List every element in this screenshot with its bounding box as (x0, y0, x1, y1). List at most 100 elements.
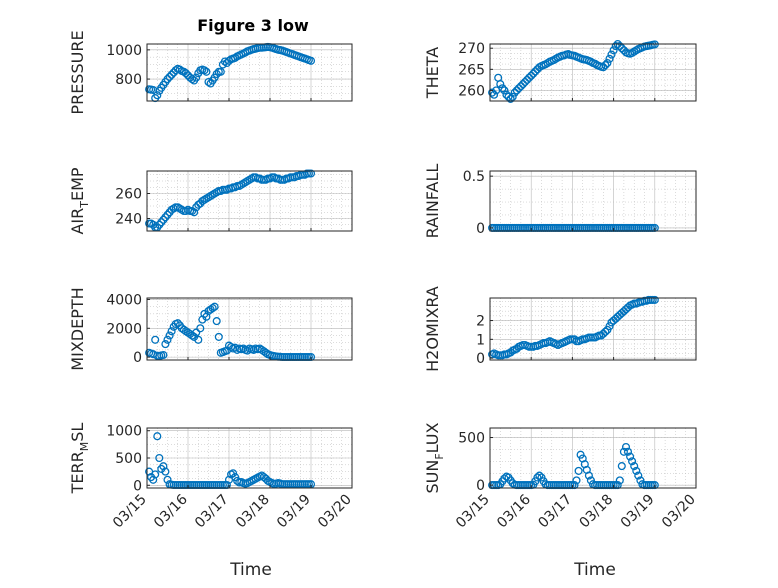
y-axis-label: H2OMIXRA (423, 286, 442, 372)
grid-lines (489, 428, 697, 488)
data-point (533, 473, 542, 482)
y-tick-label: 0 (476, 221, 485, 237)
x-tick-label: 03/19 (618, 492, 658, 532)
panel-air-temp: 240 260 AIRTEMP (68, 167, 353, 235)
x-tick-label: 03/18 (577, 492, 617, 532)
data-point (632, 466, 641, 475)
y-tick-label: 1 (476, 332, 485, 348)
label-part: EMP (68, 167, 87, 201)
data-point (488, 88, 497, 97)
data-point (208, 304, 217, 313)
x-tick-label: 03/16 (494, 491, 534, 531)
data-point (161, 467, 170, 476)
data-point (623, 447, 633, 456)
data-point (516, 82, 525, 91)
x-tick-label: 03/15 (453, 492, 493, 532)
data-point (512, 86, 521, 95)
data-point (212, 317, 221, 326)
y-axis-label: SUNFLUX (423, 422, 446, 493)
y-tick-label: 500 (458, 431, 485, 447)
axes-box (146, 170, 353, 232)
data-point (200, 195, 209, 204)
data-point (628, 457, 637, 466)
x-axis-label-left: Time (229, 560, 272, 580)
data-point (216, 67, 225, 76)
panel-terr-msl: 0 500 1000 03/15 03/16 03/17 03/18 03/19 03/20 TE… (68, 423, 355, 532)
x-tick-label: 03/20 (315, 492, 355, 532)
data-point (161, 213, 170, 222)
data-point (584, 471, 593, 480)
series-markers (145, 42, 316, 103)
y-axis-label: PRESSURE (68, 30, 87, 114)
series-markers (145, 169, 316, 232)
data-point (650, 295, 659, 304)
panel-mixdepth: 0 2000 4000 MIXDEPTH (68, 287, 353, 371)
x-tick-label: 03/20 (659, 492, 699, 532)
data-point (153, 432, 162, 441)
y-tick-label: 2000 (106, 321, 142, 337)
data-point (506, 94, 515, 103)
y-axis-label: THETA (423, 47, 442, 99)
x-tick-label: 03/19 (274, 492, 314, 532)
data-point (194, 335, 203, 344)
data-point (615, 42, 624, 51)
data-point (634, 471, 643, 480)
y-tick-label: 260 (115, 187, 142, 203)
data-point (192, 328, 201, 337)
data-point (603, 58, 612, 68)
x-tick-label: 03/18 (233, 492, 273, 532)
data-point (196, 324, 205, 333)
data-point (543, 58, 552, 68)
data-point (151, 470, 160, 479)
data-point (520, 77, 530, 87)
data-point (155, 453, 164, 463)
panel-sun-flux: 0 500 03/15 03/16 03/17 03/18 03/19 03/20 SUNFLU… (423, 422, 699, 531)
y-tick-label: 500 (115, 451, 142, 467)
y-tick-label: 2 (476, 314, 485, 330)
data-point (204, 77, 213, 87)
data-point (239, 344, 248, 353)
axes-box (489, 170, 697, 232)
y-axis-label: AIRTEMP (68, 167, 91, 234)
data-point (167, 327, 176, 336)
axes-box (146, 297, 353, 361)
data-point (231, 53, 240, 62)
panel-rainfall: 0 0.5 RAINFALL (423, 164, 697, 239)
data-point (163, 210, 172, 219)
x-tick-label: 03/17 (192, 492, 232, 532)
y-axis-label: MIXDEPTH (68, 287, 87, 370)
data-point (630, 462, 639, 471)
y-tick-label: 0 (476, 351, 485, 367)
data-point (510, 88, 519, 97)
y-axis-label: RAINFALL (423, 164, 442, 239)
series-markers (488, 295, 659, 360)
data-point (181, 69, 190, 78)
data-point (165, 331, 174, 340)
data-point (574, 466, 583, 475)
y-tick-label: 4000 (106, 292, 142, 308)
grid-lines (489, 171, 697, 231)
data-point (508, 92, 517, 101)
data-point (504, 92, 513, 101)
panel-theta: 260 265 270 THETA (423, 39, 697, 103)
y-tick-label: 800 (115, 72, 142, 88)
x-axis-label-right: Time (573, 560, 616, 580)
data-point (514, 84, 523, 93)
data-point (175, 65, 184, 74)
data-point (200, 66, 209, 75)
axes-box (489, 427, 697, 489)
data-point (155, 220, 164, 229)
data-point (518, 80, 528, 89)
data-point (159, 462, 168, 471)
label-subscript: F (433, 453, 446, 459)
data-point (535, 471, 544, 480)
series-markers (145, 302, 316, 362)
figure-title: Figure 3 low (197, 16, 309, 35)
data-point (490, 90, 499, 99)
data-point (619, 447, 628, 456)
data-point (615, 476, 624, 485)
data-point (167, 70, 176, 79)
y-tick-label: 270 (458, 41, 485, 57)
series-markers (488, 223, 659, 232)
label-part: AIR (68, 208, 87, 235)
